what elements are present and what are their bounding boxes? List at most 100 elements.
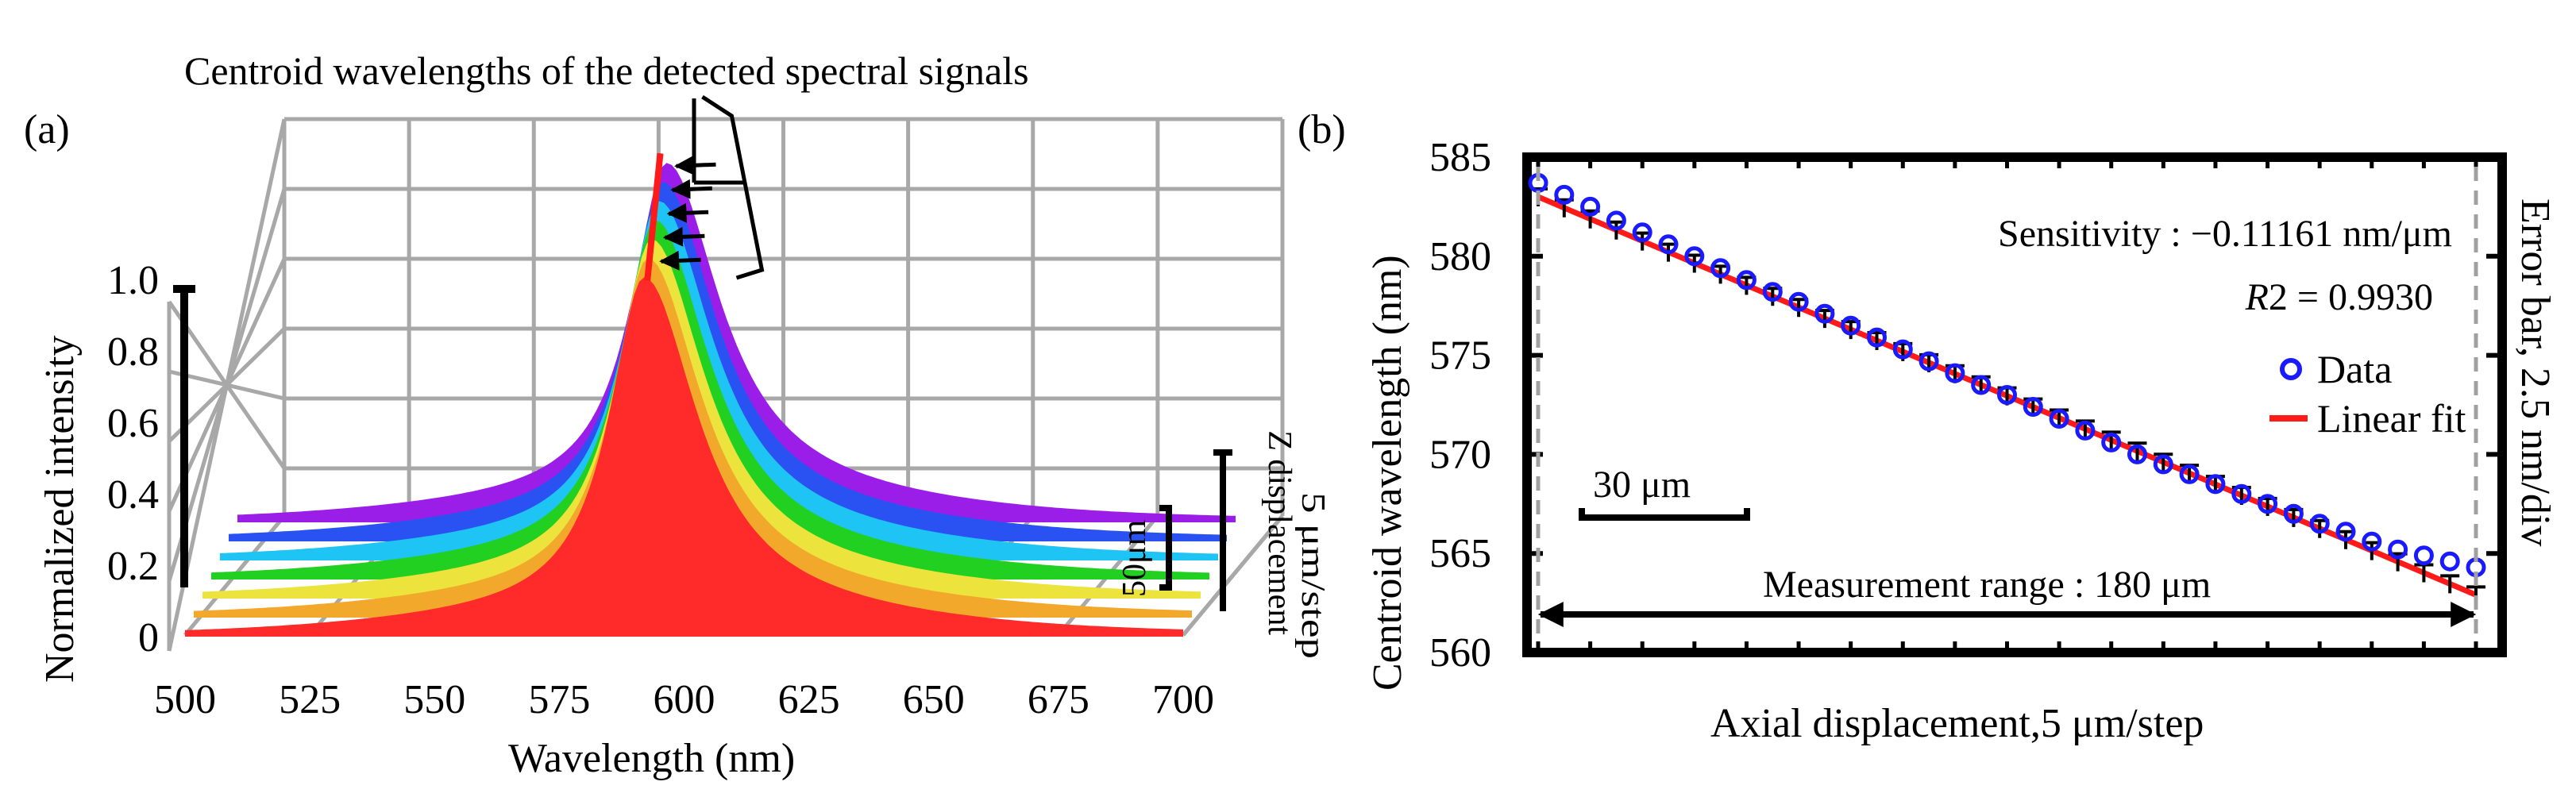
y-tick-label-0.4: 0.4 — [107, 472, 159, 518]
centroid-arrow — [674, 155, 716, 175]
panel-a-title: Centroid wavelengths of the detected spe… — [184, 48, 1029, 93]
data-point — [1606, 210, 1626, 231]
data-point — [2127, 444, 2147, 464]
panel-b-r2-annotation: R2 = 0.9930 — [2245, 276, 2433, 318]
panel-a-scale-bar-label: 50μm — [1116, 519, 1153, 597]
panel-a-y-axis-label: Normalized intensity — [37, 335, 83, 683]
centroid-arrow — [666, 202, 709, 223]
y-tick-label-580: 580 — [1429, 234, 1491, 279]
y-tick-label-0.6: 0.6 — [107, 401, 159, 446]
panel-b-range-indicator: Measurement range : 180 μm — [1536, 167, 2478, 643]
data-point — [1867, 327, 1887, 348]
y-tick-label-565: 565 — [1429, 531, 1491, 576]
data-point — [1841, 315, 1861, 336]
y-tick-label-575: 575 — [1429, 333, 1491, 379]
centroid-arrow — [670, 179, 712, 199]
grid-side-diagonal — [167, 300, 287, 470]
data-point — [2439, 551, 2460, 572]
y-tick-label-585: 585 — [1429, 135, 1491, 180]
panel-a-annotations — [173, 94, 1232, 611]
legend-fit-label: Linear fit — [2317, 396, 2466, 441]
data-point — [2258, 494, 2278, 514]
data-point — [1554, 184, 1575, 205]
x-tick-label-550: 550 — [403, 677, 465, 722]
data-point — [1814, 303, 1835, 324]
grid-floor-edge — [1182, 514, 1284, 637]
data-point — [1945, 363, 1965, 383]
panel-b-y-axis-label: Centroid wavelength (nm) — [1365, 255, 1410, 691]
y-tick-label-1.0: 1.0 — [107, 258, 159, 303]
data-point — [1736, 270, 1757, 291]
panel-b-right-axis-label: Error bar, 2.5 nm/div — [2512, 198, 2558, 546]
panel-b-label: (b) — [1298, 107, 1346, 152]
x-tick-label-700: 700 — [1152, 677, 1214, 722]
data-point — [2075, 420, 2096, 441]
panel-a-z-label-1: Z displacement — [1261, 430, 1298, 635]
data-point — [1788, 291, 1809, 312]
data-point — [1762, 282, 1783, 302]
panel-a-x-axis-label: Wavelength (nm) — [508, 736, 795, 781]
scale-bar-label: 30 μm — [1593, 464, 1691, 506]
x-tick-label-650: 650 — [903, 677, 965, 722]
panel-a-3d-spectra: (a) Centroid wavelengths of the detected… — [24, 48, 1331, 781]
panel-b-marks — [1528, 172, 2486, 605]
data-point — [2335, 522, 2356, 542]
panel-b-centroid-plot: (b) 560 565 570 575 580 585 Sensitivity : −0.… — [1298, 107, 2558, 746]
panel-b-sensitivity-annotation: Sensitivity : −0.11161 nm/μm — [1998, 213, 2452, 255]
x-tick-label-575: 575 — [528, 677, 590, 722]
data-point — [2283, 503, 2304, 524]
error-bar — [2440, 574, 2460, 594]
spectrum-red — [185, 277, 1183, 635]
data-point — [2309, 514, 2330, 534]
panel-a-z-label-2: 5 μm/step — [1294, 492, 1331, 659]
range-label: Measurement range : 180 μm — [1763, 564, 2211, 606]
data-point — [2231, 483, 2252, 504]
y-tick-label-570: 570 — [1429, 432, 1491, 477]
x-tick-label-500: 500 — [154, 677, 216, 722]
data-point — [1971, 375, 1992, 395]
panel-b-plot-frame — [1522, 152, 2507, 657]
data-point — [2023, 397, 2043, 417]
y-tick-label-0.2: 0.2 — [107, 544, 159, 589]
data-point — [2388, 539, 2408, 560]
x-tick-label-675: 675 — [1028, 677, 1089, 722]
centroid-arrow — [659, 250, 701, 271]
panel-b-x-axis-label: Axial displacement,5 μm/step — [1710, 701, 2204, 746]
panel-a-y-ticks: 0 0.2 0.4 0.6 0.8 1.0 — [107, 258, 159, 660]
panel-a-label: (a) — [24, 107, 70, 152]
data-point — [1580, 196, 1601, 217]
data-point — [1684, 246, 1705, 267]
centroid-ridge-line — [644, 152, 664, 281]
x-tick-label-600: 600 — [654, 677, 715, 722]
data-point — [1710, 258, 1731, 279]
data-point — [2179, 464, 2200, 484]
data-point — [2153, 454, 2173, 475]
data-point — [2101, 432, 2122, 452]
x-tick-label-525: 525 — [279, 677, 341, 722]
data-point — [2413, 545, 2434, 566]
panel-b-scale-bar: 30 μm — [1579, 464, 1750, 521]
data-point — [2049, 409, 2069, 429]
panel-a-series — [185, 163, 1236, 637]
legend-data-marker — [2280, 358, 2302, 380]
scale-bar-line — [1579, 508, 1750, 521]
z-scale-bar — [1159, 505, 1172, 591]
data-point — [1919, 351, 1939, 372]
data-point — [1892, 339, 1913, 360]
legend-data-label: Data — [2317, 347, 2392, 391]
panel-b-r2-symbol: R — [2245, 276, 2269, 318]
panel-a-x-ticks: 500 525 550 575 600 625 650 675 700 — [154, 677, 1214, 722]
data-point — [1997, 385, 2017, 405]
y-tick-label-0: 0 — [138, 615, 159, 660]
x-tick-label-625: 625 — [778, 677, 840, 722]
panel-b-r2-value: 2 = 0.9930 — [2269, 276, 2433, 318]
panel-b-ticks: 560 565 570 575 580 585 — [1429, 135, 2502, 676]
centroid-bracket — [701, 94, 765, 280]
data-point — [2362, 531, 2382, 552]
y-tick-label-0.8: 0.8 — [107, 329, 159, 375]
centroid-arrow — [662, 226, 705, 247]
data-point — [1632, 222, 1652, 243]
spectrum-cyan — [220, 201, 1218, 559]
data-point — [2205, 474, 2226, 495]
